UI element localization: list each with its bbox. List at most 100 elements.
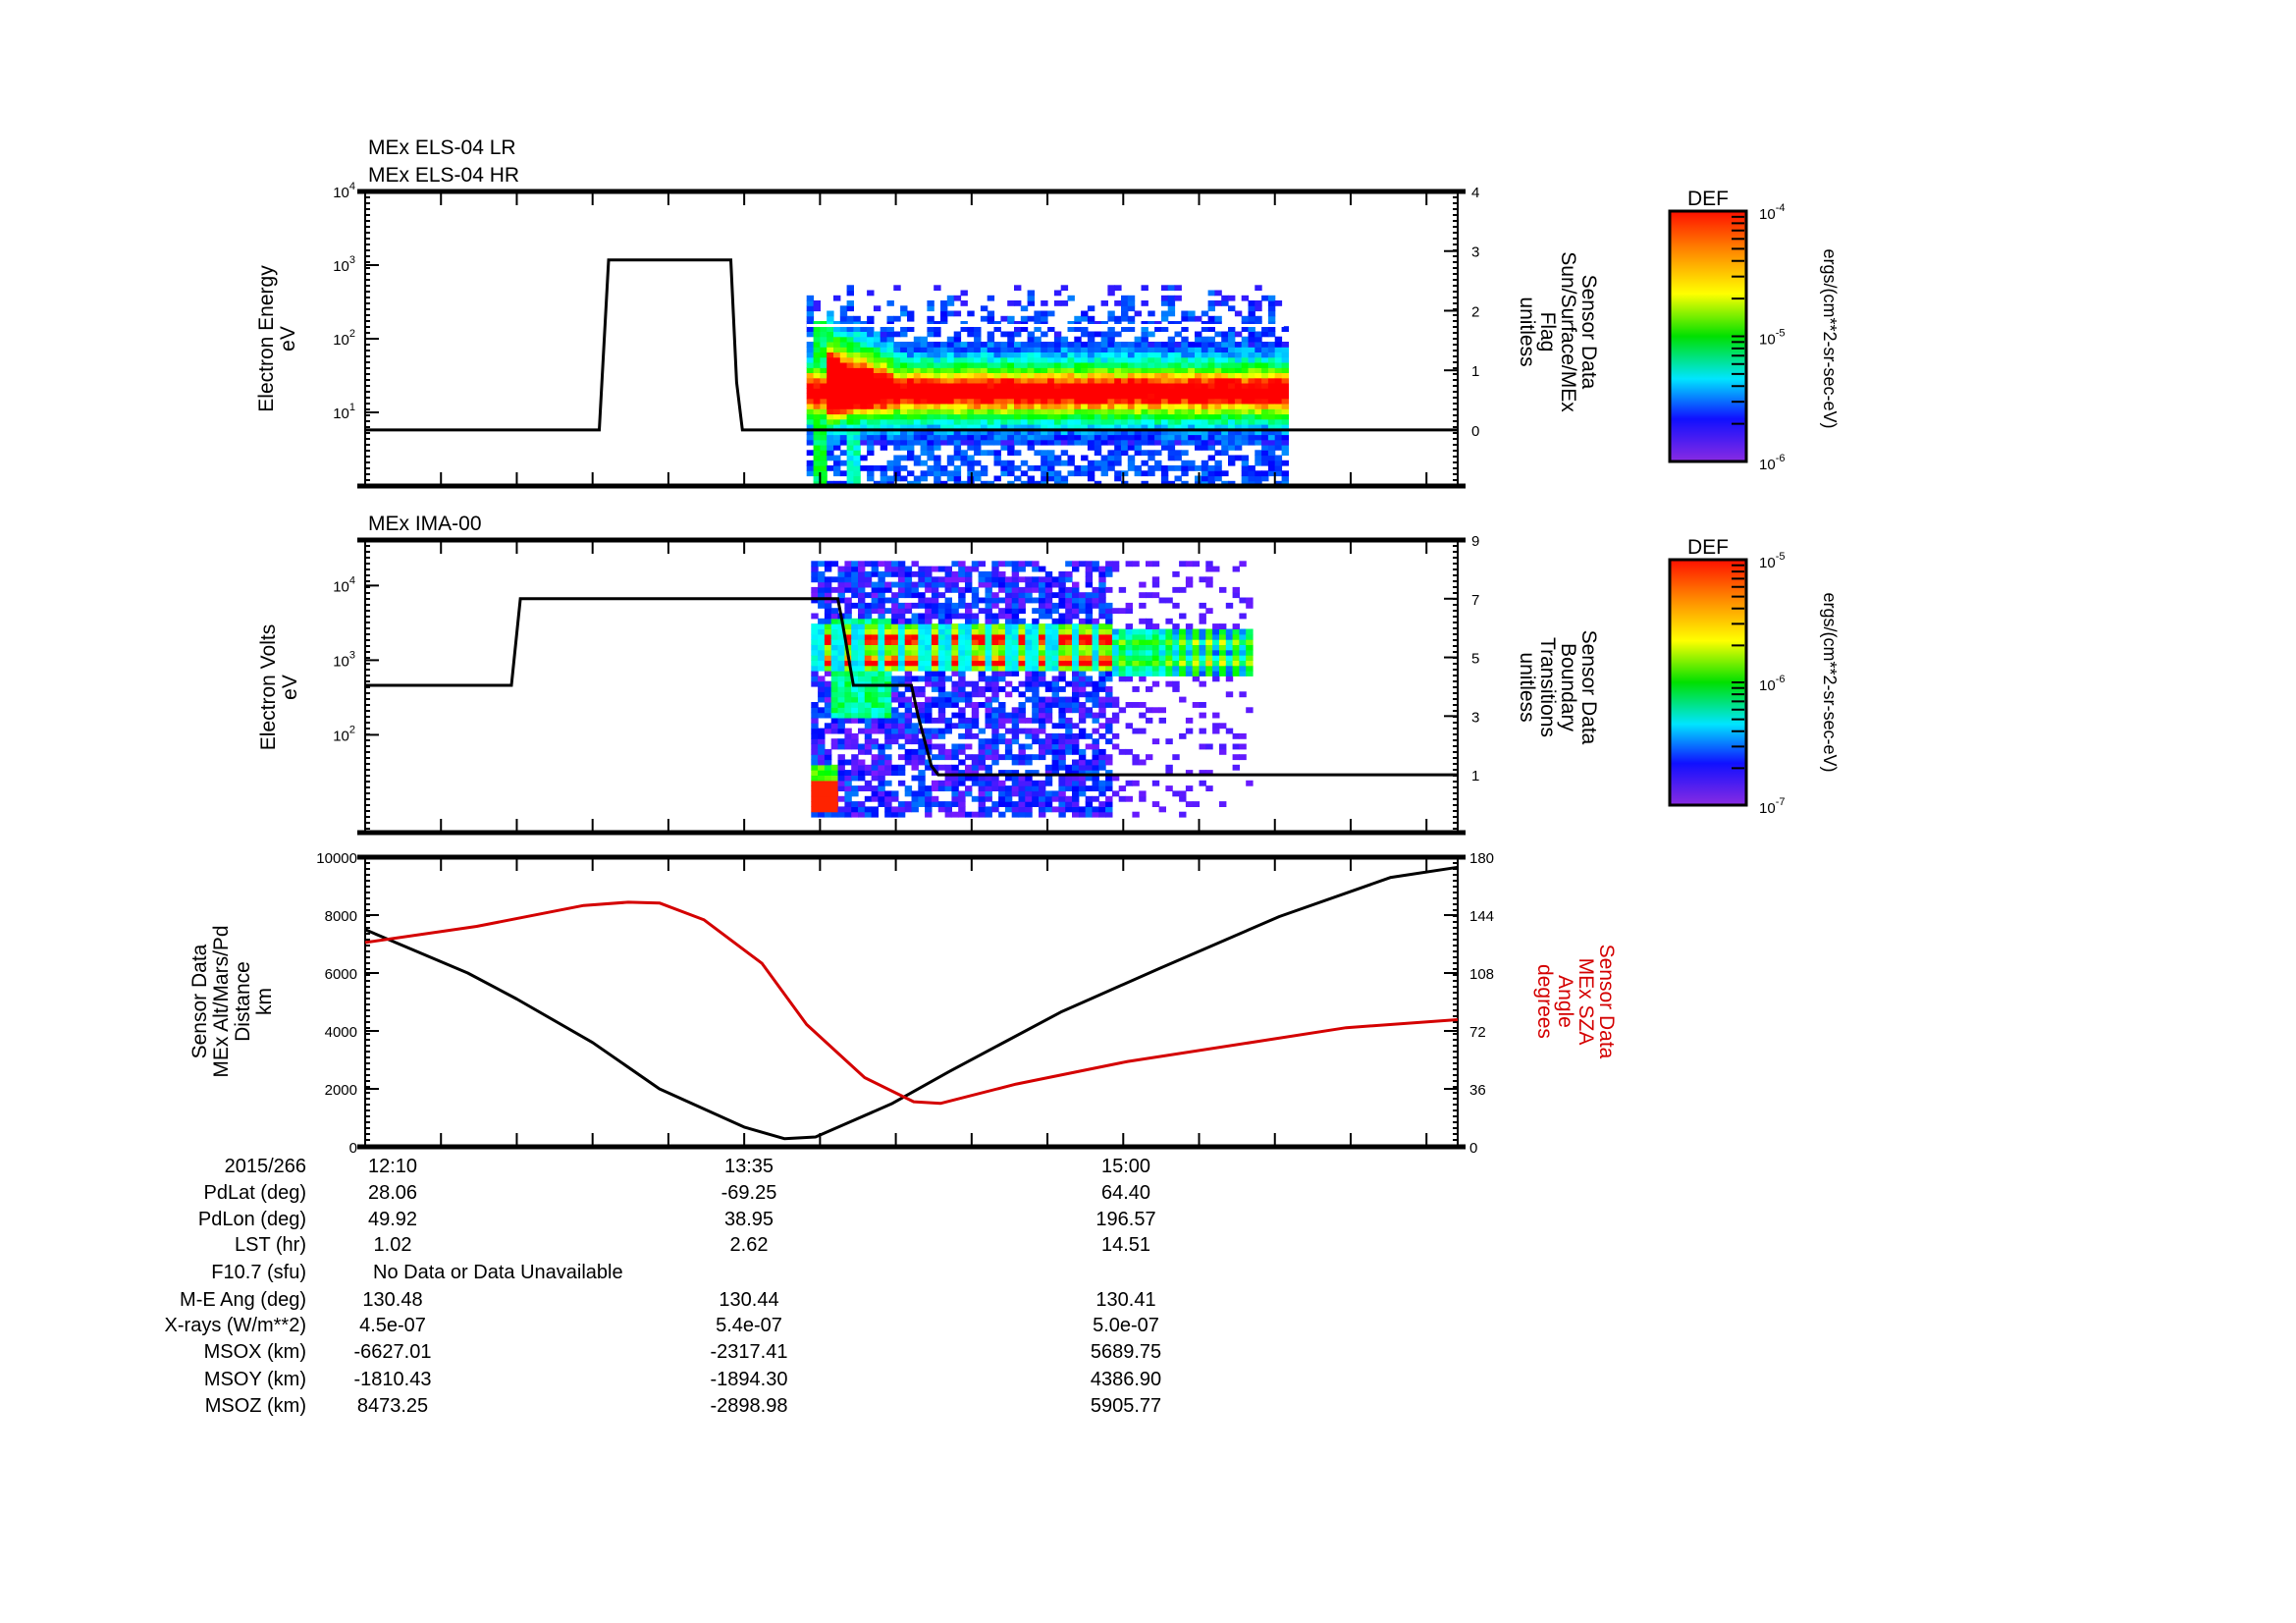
plot-frame <box>364 856 1459 1148</box>
spectrogram-cell <box>1100 404 1108 409</box>
spectrogram-cell <box>1225 655 1234 661</box>
spectrogram-cell <box>951 639 959 645</box>
spectrogram-cell <box>1281 445 1289 451</box>
spectrogram-cell <box>958 570 966 577</box>
spectrogram-cell <box>820 393 828 400</box>
spectrogram-cell <box>1074 465 1082 471</box>
spectrogram-cell <box>833 326 841 332</box>
tick-base: 10 <box>333 332 349 349</box>
spectrogram-cell <box>853 362 861 368</box>
spectrogram-cell <box>1248 429 1255 436</box>
tick-exponent: 1 <box>349 402 355 413</box>
spectrogram-cell <box>1039 702 1046 708</box>
spectrogram-cell <box>1014 383 1022 389</box>
spectrogram-cell <box>1148 352 1155 358</box>
spectrogram-cell <box>911 712 919 719</box>
spectrogram-cell <box>1207 439 1215 446</box>
spectrogram-cell <box>824 660 832 667</box>
spectrogram-cell <box>944 702 952 708</box>
spectrogram-cell <box>1081 408 1089 415</box>
spectrogram-cell <box>1027 383 1035 389</box>
spectrogram-cell <box>1141 388 1148 394</box>
spectrogram-cell <box>1248 356 1255 363</box>
spectrogram-cell <box>1234 367 1243 373</box>
spectrogram-cell <box>998 561 1006 568</box>
spectrogram-cell <box>833 367 841 373</box>
spectrogram-cell <box>1221 295 1229 301</box>
spectrogram-cell <box>1214 429 1222 436</box>
spectrogram-cell <box>1158 806 1166 813</box>
spectrogram-cell <box>1067 347 1075 352</box>
spectrogram-cell <box>1212 628 1220 635</box>
spectrogram-cell <box>844 561 852 568</box>
spectrogram-cell <box>1092 680 1099 687</box>
spectrogram-cell <box>1214 398 1222 405</box>
spectrogram-cell <box>907 413 915 420</box>
spectrogram-cell <box>1267 465 1276 471</box>
spectrogram-cell <box>958 655 966 661</box>
spectrogram-cell <box>897 780 906 786</box>
spectrogram-cell <box>830 676 839 682</box>
spectrogram-cell <box>951 712 959 719</box>
spectrogram-cell <box>1241 326 1250 332</box>
tick-exponent: -5 <box>1776 551 1786 563</box>
spectrogram-cell <box>1141 347 1148 352</box>
spectrogram-cell <box>1167 418 1176 425</box>
spectrogram-cell <box>824 633 832 640</box>
spectrogram-cell <box>940 388 948 394</box>
spectrogram-cell <box>904 785 913 791</box>
spectrogram-cell <box>1201 393 1209 400</box>
spectrogram-cell <box>820 331 828 338</box>
spectrogram-cell <box>1092 754 1099 761</box>
spectrogram-cell <box>811 676 819 682</box>
spectrogram-cell <box>1018 728 1026 734</box>
spectrogram-cell <box>1114 388 1122 394</box>
spectrogram-cell <box>1072 795 1080 802</box>
spectrogram-cell <box>1219 723 1227 730</box>
spectrogram-cell <box>1111 608 1120 615</box>
spectrogram-cell <box>965 702 973 708</box>
spectrogram-cell <box>818 602 826 609</box>
spectrogram-cell <box>1044 623 1053 629</box>
spectrogram-cell <box>1078 671 1087 676</box>
spectrogram-cell <box>846 290 854 297</box>
spectrogram-cell <box>1018 691 1026 698</box>
spectrogram-cell <box>867 404 875 409</box>
spectrogram-cell <box>891 764 899 771</box>
spectrogram-cell <box>1118 707 1127 714</box>
spectrogram-cell <box>1032 581 1040 588</box>
spectrogram-cell <box>985 644 992 651</box>
spectrogram-cell <box>1034 310 1041 317</box>
spectrogram-cell <box>1121 413 1129 420</box>
spectrogram-cell <box>871 592 879 599</box>
spectrogram-cell <box>980 372 988 379</box>
spectrogram-cell <box>1074 315 1082 322</box>
spectrogram-cell <box>830 618 839 624</box>
spectrogram-cell <box>946 295 955 301</box>
spectrogram-cell <box>987 377 995 384</box>
spectrogram-cell <box>811 561 819 568</box>
spectrogram-cell <box>993 439 1001 446</box>
spectrogram-cell <box>925 732 933 739</box>
spectrogram-cell <box>871 738 879 745</box>
spectrogram-cell <box>1020 362 1029 368</box>
spectrogram-cell <box>946 388 955 394</box>
spectrogram-cell <box>967 455 975 461</box>
spectrogram-cell <box>1228 367 1236 373</box>
spectrogram-cell <box>1274 352 1283 358</box>
spectrogram-cell <box>998 707 1006 714</box>
spectrogram-cell <box>860 439 868 446</box>
spectrogram-cell <box>944 665 952 672</box>
spectrogram-cell <box>1225 660 1234 667</box>
spectrogram-cell <box>1125 723 1133 730</box>
spectrogram-cell <box>913 336 922 343</box>
spectrogram-cell <box>1199 660 1206 667</box>
spectrogram-cell <box>1248 398 1255 405</box>
spectrogram-cell <box>1114 424 1122 430</box>
spectrogram-cell <box>1004 743 1013 750</box>
spectrogram-cell <box>1241 455 1250 461</box>
spectrogram-cell <box>1100 439 1108 446</box>
spectrogram-cell <box>1111 665 1120 672</box>
spectrogram-cell <box>904 696 913 703</box>
spectrogram-cell <box>1181 424 1189 430</box>
